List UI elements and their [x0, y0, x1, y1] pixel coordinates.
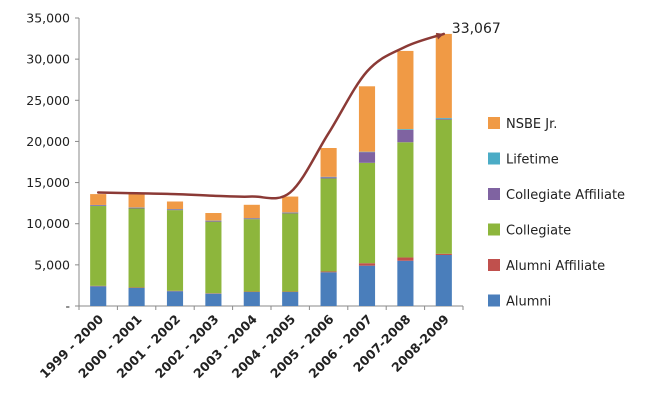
trend-line — [98, 34, 444, 198]
bar-segment-nsbe-jr — [205, 213, 221, 221]
bar-segment-collegiate-affiliate — [129, 208, 145, 209]
legend-label: NSBE Jr. — [506, 117, 557, 132]
bar-segment-alumni-affiliate — [321, 271, 337, 272]
bar-segment-collegiate-affiliate — [244, 218, 260, 219]
bar-segment-alumni — [90, 286, 106, 306]
legend-swatch — [488, 117, 500, 129]
bar-segment-collegiate — [397, 142, 413, 257]
bar-segment-collegiate — [436, 120, 452, 254]
bar-segment-nsbe-jr — [167, 201, 183, 209]
bar-segment-alumni — [129, 288, 145, 306]
bar-segment-alumni — [359, 266, 375, 306]
bar-segment-nsbe-jr — [321, 148, 337, 177]
legend-label: Alumni — [506, 295, 551, 310]
bar-segment-collegiate-affiliate — [397, 130, 413, 142]
bar-segment-lifetime — [436, 118, 452, 119]
legend-label: Lifetime — [506, 153, 559, 168]
bar-segment-nsbe-jr — [244, 205, 260, 218]
bar-segment-alumni — [397, 261, 413, 306]
bar-segment-alumni — [244, 292, 260, 306]
bar-segment-nsbe-jr — [90, 194, 106, 205]
bar-segment-collegiate — [359, 163, 375, 263]
y-tick-label: 35,000 — [26, 11, 70, 26]
trend-end-annotation: 33,067 — [452, 21, 501, 37]
bar-segment-collegiate — [90, 206, 106, 286]
bar-segment-collegiate-affiliate — [359, 152, 375, 163]
bar-segment-collegiate-affiliate — [321, 177, 337, 178]
bar-segment-collegiate — [244, 219, 260, 291]
bar-segment-collegiate-affiliate — [436, 119, 452, 120]
bar-segment-nsbe-jr — [359, 86, 375, 151]
legend-swatch — [488, 153, 500, 165]
legend-swatch — [488, 259, 500, 271]
bar-segment-collegiate — [205, 222, 221, 294]
bar-segment-collegiate-affiliate — [205, 221, 221, 222]
bar-segment-alumni — [167, 291, 183, 306]
legend-label: Alumni Affiliate — [506, 259, 605, 274]
legend-swatch — [488, 224, 500, 236]
bar-segment-alumni — [205, 294, 221, 306]
bar-segment-alumni — [321, 272, 337, 306]
bar-segment-collegiate — [167, 210, 183, 291]
y-tick-label: - — [65, 299, 70, 314]
bar-segment-collegiate — [282, 213, 298, 291]
bar-segment-collegiate — [129, 208, 145, 287]
legend-label: Collegiate — [506, 224, 571, 239]
bar-segment-alumni-affiliate — [436, 254, 452, 255]
y-tick-label: 5,000 — [34, 257, 70, 272]
bar-segment-collegiate-affiliate — [90, 205, 106, 206]
bar-segment-collegiate-affiliate — [282, 213, 298, 214]
bar-segment-nsbe-jr — [129, 193, 145, 207]
legend-label: Collegiate Affiliate — [506, 188, 625, 203]
y-tick-label: 30,000 — [26, 52, 70, 67]
y-tick-label: 20,000 — [26, 134, 70, 149]
bar-segment-alumni — [436, 255, 452, 306]
y-tick-label: 10,000 — [26, 216, 70, 231]
bar-segment-alumni-affiliate — [397, 257, 413, 260]
bar-segment-alumni — [282, 292, 298, 306]
bar-segment-nsbe-jr — [282, 197, 298, 213]
bar-segment-collegiate-affiliate — [167, 209, 183, 210]
bar-segment-collegiate — [321, 178, 337, 271]
bar-segment-alumni-affiliate — [359, 263, 375, 265]
legend-swatch — [488, 295, 500, 307]
bar-segment-nsbe-jr — [436, 34, 452, 118]
y-tick-label: 15,000 — [26, 175, 70, 190]
y-tick-label: 25,000 — [26, 93, 70, 108]
bar-segment-lifetime — [397, 129, 413, 130]
bar-segment-nsbe-jr — [397, 51, 413, 129]
legend-swatch — [488, 188, 500, 200]
